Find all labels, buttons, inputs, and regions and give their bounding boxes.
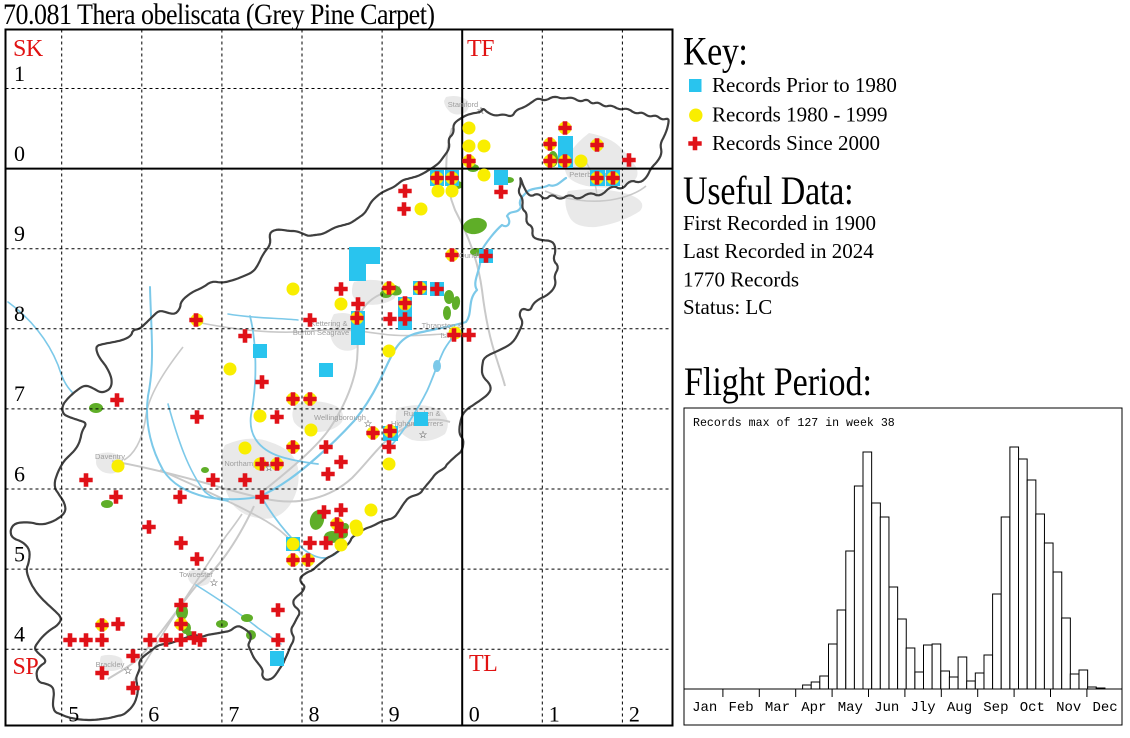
svg-text:Kettering &: Kettering & <box>310 319 347 328</box>
svg-text:TF: TF <box>467 36 494 62</box>
svg-text:☆: ☆ <box>124 666 133 677</box>
svg-text:9: 9 <box>14 221 25 246</box>
svg-text:Records Prior to 1980: Records Prior to 1980 <box>712 73 897 97</box>
svg-text:Dec: Dec <box>1092 700 1117 716</box>
svg-text:Wellingborough: Wellingborough <box>314 413 366 422</box>
svg-text:Towcester: Towcester <box>179 570 213 579</box>
svg-text:Northampton: Northampton <box>224 459 267 468</box>
svg-text:7: 7 <box>228 702 239 727</box>
svg-text:Stamford: Stamford <box>448 100 478 109</box>
svg-text:☆: ☆ <box>210 578 219 589</box>
svg-text:Burton Seagrave: Burton Seagrave <box>293 328 349 337</box>
svg-text:0: 0 <box>469 702 480 727</box>
svg-text:Key:: Key: <box>683 30 747 74</box>
svg-text:Daventry: Daventry <box>95 452 125 461</box>
svg-text:1770 Records: 1770 Records <box>683 268 799 292</box>
svg-text:Sep: Sep <box>983 700 1008 716</box>
svg-text:Feb: Feb <box>728 700 753 716</box>
svg-text:70.081 Thera obeliscata (Grey: 70.081 Thera obeliscata (Grey Pine Carpe… <box>3 0 435 31</box>
svg-text:Status: LC: Status: LC <box>683 295 772 319</box>
svg-text:SP: SP <box>13 654 39 680</box>
svg-text:1: 1 <box>549 702 560 727</box>
svg-text:Brackley: Brackley <box>96 660 125 669</box>
svg-text:9: 9 <box>389 702 400 727</box>
svg-text:Jun: Jun <box>874 700 899 716</box>
svg-text:Records max of 127 in week 38: Records max of 127 in week 38 <box>693 417 895 430</box>
svg-text:Oundle: Oundle <box>459 251 483 260</box>
svg-text:Useful Data:: Useful Data: <box>683 169 853 213</box>
svg-text:TL: TL <box>469 651 497 677</box>
svg-text:Mar: Mar <box>765 700 790 716</box>
svg-text:4: 4 <box>14 622 25 647</box>
svg-text:First Recorded in 1900: First Recorded in 1900 <box>683 211 876 235</box>
svg-text:Last Recorded in 2024: Last Recorded in 2024 <box>683 239 874 263</box>
svg-text:Thrapston &: Thrapston & <box>422 321 463 330</box>
svg-text:Oct: Oct <box>1020 700 1045 716</box>
svg-text:Records Since 2000: Records Since 2000 <box>712 131 880 155</box>
svg-text:Jan: Jan <box>692 700 717 716</box>
svg-text:6: 6 <box>148 702 159 727</box>
svg-text:Nov: Nov <box>1056 700 1081 716</box>
svg-text:☆: ☆ <box>265 463 274 474</box>
svg-text:Records 1980 - 1999: Records 1980 - 1999 <box>712 103 888 127</box>
svg-text:May: May <box>838 700 863 716</box>
svg-text:2: 2 <box>629 702 640 727</box>
svg-text:Flight Period:: Flight Period: <box>684 360 872 404</box>
svg-text:☆: ☆ <box>419 430 428 441</box>
svg-text:5: 5 <box>68 702 79 727</box>
svg-text:Apr: Apr <box>801 700 826 716</box>
svg-text:0: 0 <box>14 141 25 166</box>
svg-text:Jly: Jly <box>910 700 935 716</box>
svg-text:☆: ☆ <box>364 419 373 430</box>
svg-text:Islip: Islip <box>440 331 453 340</box>
svg-text:8: 8 <box>309 702 320 727</box>
svg-text:6: 6 <box>14 462 25 487</box>
svg-text:☆: ☆ <box>477 106 486 117</box>
svg-text:7: 7 <box>14 381 25 406</box>
svg-text:5: 5 <box>14 542 25 567</box>
svg-text:8: 8 <box>14 301 25 326</box>
svg-text:1: 1 <box>14 61 25 86</box>
svg-text:Aug: Aug <box>947 700 972 716</box>
svg-text:SK: SK <box>13 36 44 62</box>
